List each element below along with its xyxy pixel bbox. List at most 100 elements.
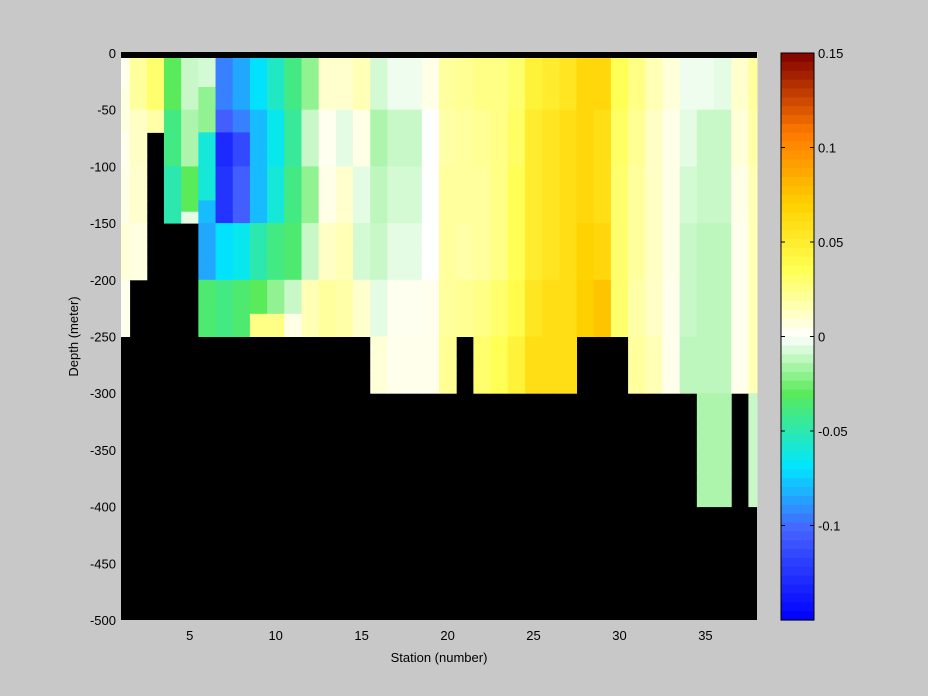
heatmap-cell (335, 87, 354, 99)
heatmap-cell (524, 211, 543, 224)
heatmap-cell (198, 245, 217, 258)
heatmap-cell (714, 166, 732, 179)
heatmap-cell (696, 64, 715, 77)
heatmap-cell (524, 132, 543, 145)
heatmap-cell (421, 347, 440, 360)
heatmap-cell (301, 87, 320, 99)
heatmap-cell (662, 155, 681, 167)
heatmap-cell (696, 438, 715, 451)
heatmap-cell (696, 257, 715, 269)
heatmap-cell (198, 234, 217, 247)
heatmap-cell (473, 121, 492, 133)
heatmap-cell (404, 75, 423, 88)
y-tick-label: -350 (90, 443, 116, 458)
heatmap-cell (679, 370, 698, 383)
heatmap-cell (387, 109, 406, 122)
heatmap-cell (507, 132, 526, 145)
heatmap-cell (456, 98, 474, 111)
heatmap-cell (610, 211, 629, 224)
y-tick-label: -150 (90, 216, 116, 231)
colorbar-ticks: 0.15 0.1 0.05 0 -0.05 -0.1 (781, 46, 848, 534)
heatmap-cell (610, 189, 629, 201)
heatmap-cell (559, 279, 578, 292)
heatmap-cell (267, 200, 285, 213)
colorbar-swatch (781, 416, 814, 426)
heatmap-cell (696, 449, 715, 462)
heatmap-cell (645, 268, 663, 281)
heatmap-cell (524, 98, 543, 111)
heatmap-cell (163, 98, 182, 111)
heatmap-cell (249, 245, 268, 258)
heatmap-cell (387, 155, 406, 167)
heatmap-cell (507, 234, 526, 247)
heatmap-cell (335, 177, 354, 190)
heatmap-cell (662, 98, 681, 111)
heatmap-cell (335, 211, 354, 224)
heatmap-cell (421, 279, 440, 292)
heatmap-cell (748, 336, 758, 349)
heatmap-cell (524, 200, 543, 213)
heatmap-cell (524, 313, 543, 326)
heatmap-cell (353, 121, 371, 133)
x-axis-label: Station (number) (391, 650, 488, 665)
heatmap-cell (542, 87, 560, 99)
heatmap-cell (679, 121, 698, 133)
heatmap-cell (404, 370, 423, 383)
heatmap-cell (748, 438, 758, 451)
heatmap-cell (335, 166, 354, 179)
heatmap-cell (404, 143, 423, 156)
colorbar-swatches (781, 53, 814, 621)
heatmap-cell (249, 109, 268, 122)
heatmap-cell (404, 166, 423, 179)
heatmap-cell (748, 223, 758, 235)
heatmap-cell (507, 279, 526, 292)
heatmap-cell (370, 121, 388, 133)
heatmap-cell (662, 87, 681, 99)
heatmap-cell (696, 87, 715, 99)
heatmap-cell (628, 177, 646, 190)
heatmap-cell (456, 177, 474, 190)
heatmap-cell (559, 211, 578, 224)
heatmap-cell (748, 75, 758, 88)
x-tick-label: 35 (698, 628, 712, 643)
heatmap-cell (748, 427, 758, 440)
heatmap-cell (249, 143, 268, 156)
heatmap-cell (679, 257, 698, 269)
heatmap-cell (507, 155, 526, 167)
heatmap-cell (593, 234, 612, 247)
colorbar-swatch (781, 265, 814, 276)
heatmap-cell (645, 359, 663, 372)
heatmap-cell (559, 381, 578, 394)
heatmap-cell (439, 223, 457, 235)
heatmap-cell (439, 257, 457, 269)
heatmap-cell (507, 257, 526, 269)
heatmap-cell (507, 381, 526, 394)
heatmap-cell (542, 211, 560, 224)
heatmap-cell (267, 121, 285, 133)
heatmap-cell (387, 257, 406, 269)
heatmap-cell (370, 370, 388, 383)
heatmap-cell (370, 336, 388, 349)
colorbar-swatch (781, 407, 814, 417)
heatmap-cell (576, 121, 595, 133)
heatmap-cell (593, 98, 612, 111)
heatmap-cell (524, 325, 543, 337)
heatmap-cell (542, 347, 560, 360)
heatmap-cell (542, 121, 560, 133)
heatmap-cell (610, 166, 629, 179)
heatmap-cell (249, 302, 268, 315)
heatmap-cell (662, 177, 681, 190)
heatmap-cell (490, 98, 509, 111)
heatmap-cell (421, 155, 440, 167)
heatmap-cell (542, 257, 560, 269)
colorbar-swatch (781, 611, 814, 621)
heatmap-cell (542, 234, 560, 247)
heatmap-cell (301, 325, 320, 337)
heatmap-cell (662, 234, 681, 247)
heatmap-cell (198, 64, 217, 77)
heatmap-cell (421, 109, 440, 122)
heatmap-cell (679, 381, 698, 394)
heatmap-cell (318, 189, 337, 201)
heatmap-cell (318, 234, 337, 247)
heatmap-cell (146, 64, 165, 77)
